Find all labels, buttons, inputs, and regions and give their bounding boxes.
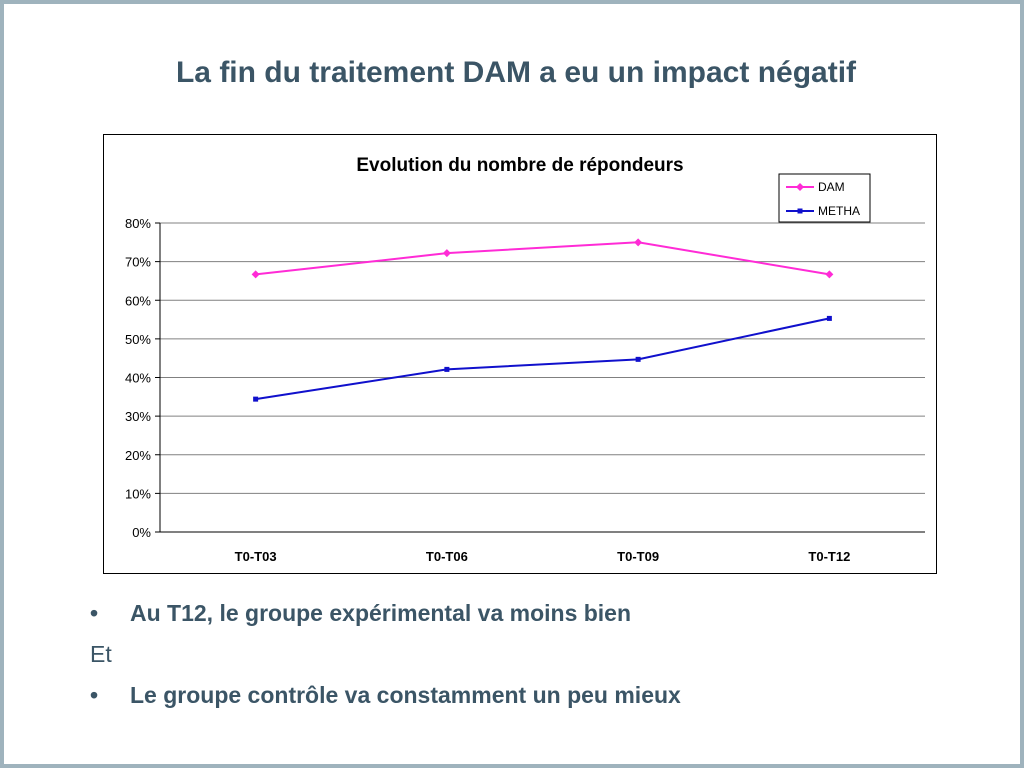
legend-marker — [796, 183, 804, 191]
chart-title: Evolution du nombre de répondeurs — [356, 155, 683, 176]
series-line-metha — [255, 317, 830, 401]
data-point-dam — [251, 270, 260, 279]
legend-marker — [797, 208, 803, 214]
y-tick-label: 20% — [125, 448, 151, 463]
y-tick-label: 50% — [125, 332, 151, 347]
y-tick-label: 10% — [125, 486, 151, 501]
data-point-dam — [442, 249, 451, 258]
y-tick-label: 70% — [125, 255, 151, 270]
series-line-dam — [255, 241, 830, 276]
data-point-metha — [444, 366, 450, 372]
line-chart: Evolution du nombre de répondeurs 0% 10% 20… — [125, 155, 925, 564]
data-point-metha — [826, 315, 832, 321]
slide-title: La fin du traitement DAM a eu un impact … — [175, 56, 857, 89]
bullet-text: Le groupe contrôle va constamment un peu… — [130, 682, 681, 708]
y-tick-label: 30% — [125, 409, 151, 424]
bullet-marker: • — [90, 600, 99, 626]
connector-text: Et — [90, 641, 112, 667]
y-tick-label: 80% — [125, 216, 151, 231]
y-tick-label: 60% — [125, 293, 151, 308]
legend-label: METHA — [818, 204, 860, 218]
y-tick-label: 40% — [125, 371, 151, 386]
legend-label: DAM — [818, 180, 845, 194]
data-point-metha — [253, 396, 259, 402]
data-point-dam — [634, 238, 643, 247]
legend-box — [778, 173, 871, 223]
y-tick-label: 0% — [132, 525, 151, 540]
x-tick-label: T0-T03 — [235, 549, 277, 564]
data-point-dam — [825, 270, 834, 279]
x-tick-label: T0-T12 — [808, 549, 850, 564]
x-tick-label: T0-T09 — [617, 549, 659, 564]
x-tick-label: T0-T06 — [426, 549, 468, 564]
bullet-text: Au T12, le groupe expérimental va moins … — [130, 600, 632, 626]
bullet-marker: • — [90, 682, 99, 708]
chart-area: Evolution du nombre de répondeurs 0% 10% 20… — [103, 134, 937, 574]
data-point-metha — [635, 356, 641, 362]
